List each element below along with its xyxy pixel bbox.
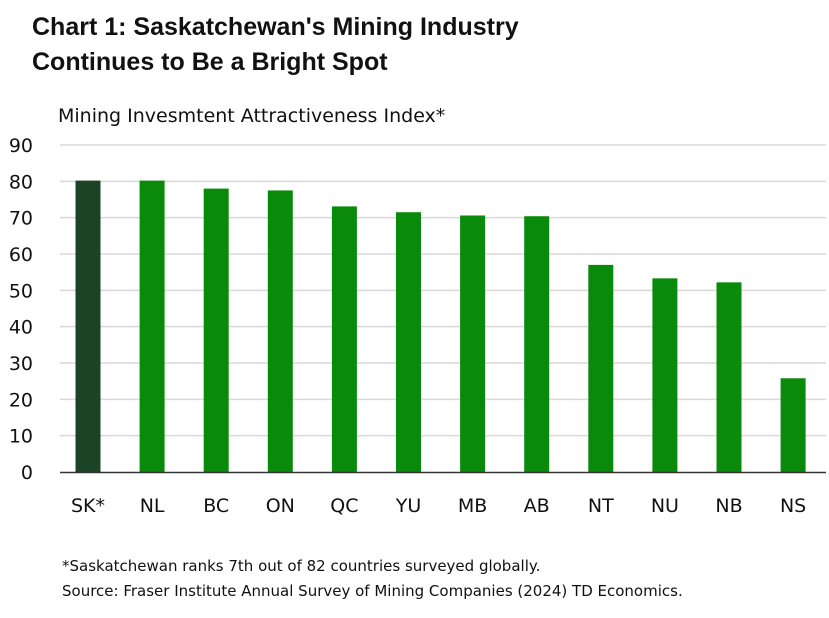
x-tick-label: YU bbox=[395, 495, 422, 517]
x-tick-label: NS bbox=[780, 495, 806, 517]
y-tick-label: 10 bbox=[9, 426, 33, 448]
gridlines bbox=[60, 144, 826, 437]
bar-bc bbox=[203, 188, 229, 472]
y-tick-label: 50 bbox=[9, 280, 33, 302]
chart-title-line-2: Continues to Be a Bright Spot bbox=[32, 48, 388, 76]
y-axis-label: Mining Invesmtent Attractiveness Index* bbox=[58, 105, 446, 127]
chart-title-line-1: Chart 1: Saskatchewan's Mining Industry bbox=[32, 13, 519, 41]
bar-nl bbox=[139, 180, 165, 472]
y-tick-labels: 0 10 20 30 40 50 60 70 80 90 bbox=[9, 135, 33, 484]
y-tick-label: 0 bbox=[21, 462, 33, 484]
bar-nu bbox=[652, 278, 678, 472]
x-tick-label: QC bbox=[330, 495, 358, 517]
bar-nb bbox=[716, 282, 742, 472]
x-tick-label: ON bbox=[266, 495, 295, 517]
x-tick-label: BC bbox=[203, 495, 229, 517]
bar-mb bbox=[460, 215, 486, 472]
bar-ab bbox=[524, 216, 550, 472]
x-tick-label: NL bbox=[140, 495, 165, 517]
x-tick-label: NT bbox=[588, 495, 614, 517]
y-tick-label: 20 bbox=[9, 389, 33, 411]
x-tick-label: AB bbox=[524, 495, 550, 517]
bar-nt bbox=[588, 264, 614, 472]
x-tick-label: MB bbox=[458, 495, 487, 517]
y-tick-label: 60 bbox=[9, 244, 33, 266]
source-note: Source: Fraser Institute Annual Survey o… bbox=[62, 582, 683, 600]
y-tick-label: 30 bbox=[9, 353, 33, 375]
x-tick-labels: SK* NL BC ON QC YU MB AB NT NU NB NS bbox=[71, 495, 806, 517]
bar-qc bbox=[331, 206, 357, 473]
chart-title: Chart 1: Saskatchewan's Mining Industry … bbox=[32, 10, 812, 80]
y-tick-label: 70 bbox=[9, 208, 33, 230]
bars bbox=[75, 180, 806, 473]
y-tick-label: 40 bbox=[9, 317, 33, 339]
y-tick-label: 80 bbox=[9, 171, 33, 193]
y-tick-label: 90 bbox=[9, 135, 33, 157]
x-tick-label: SK* bbox=[71, 495, 105, 517]
x-tick-label: NB bbox=[715, 495, 742, 517]
footnote: *Saskatchewan ranks 7th out of 82 countr… bbox=[62, 557, 541, 575]
x-tick-label: NU bbox=[651, 495, 679, 517]
bar-yu bbox=[396, 212, 421, 472]
bar-ns bbox=[780, 378, 806, 472]
bar-on bbox=[267, 190, 293, 472]
bar-sk bbox=[75, 180, 101, 472]
